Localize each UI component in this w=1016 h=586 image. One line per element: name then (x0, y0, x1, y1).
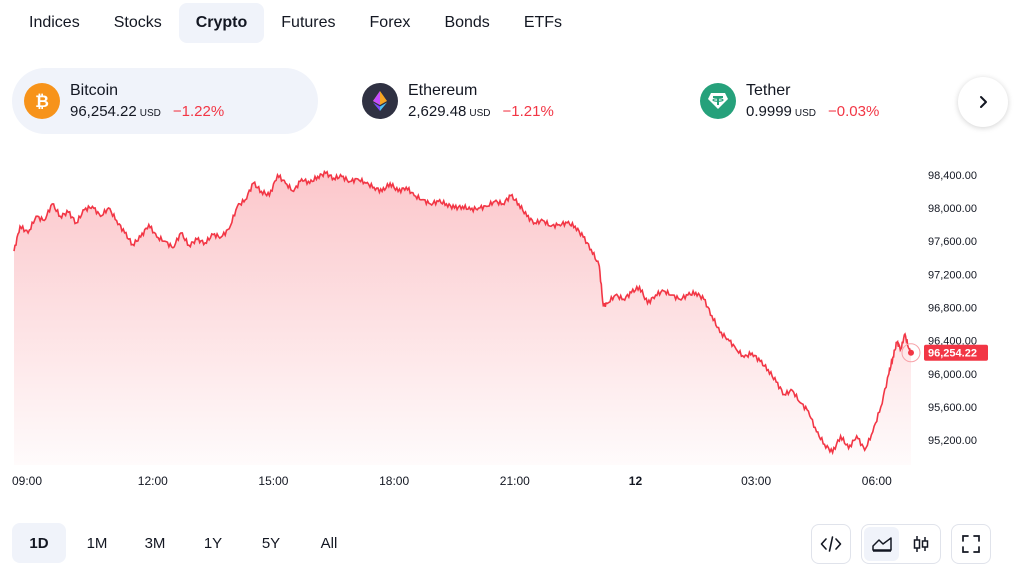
embed-tool-group (811, 524, 851, 564)
range-1y-button[interactable]: 1Y (203, 534, 223, 552)
price-area-fill (14, 171, 911, 465)
ticker-card-ethereum[interactable]: Ethereum 2,629.48 USD −1.21% (350, 68, 656, 134)
price-line (13, 169, 912, 456)
ticker-price: 0.9999 (746, 103, 792, 120)
x-tick-label: 03:00 (741, 474, 771, 488)
ticker-price: 2,629.48 (408, 103, 467, 120)
ticker-currency: USD (139, 108, 161, 119)
ticker-strip: ₿ Bitcoin 96,254.22 USD −1.22% Ethereum … (12, 68, 1016, 134)
y-tick-label: 95,200.00 (928, 435, 977, 447)
fullscreen-button[interactable] (954, 527, 988, 561)
ticker-currency: USD (469, 108, 491, 119)
ticker-name: Bitcoin (70, 82, 119, 99)
y-tick-label: 97,200.00 (928, 269, 977, 281)
ticker-card-tether[interactable]: Tether 0.9999 USD −0.03% (688, 68, 994, 134)
ticker-change: −0.03% (828, 103, 880, 120)
y-tick-label: 98,400.00 (928, 170, 977, 182)
chart-style-group (861, 524, 941, 564)
x-tick-label: 15:00 (258, 474, 288, 488)
bitcoin-icon: ₿ (24, 83, 60, 119)
last-price-label: 96,254.22 (928, 348, 977, 360)
price-chart[interactable]: 98,400.00 98,000.00 97,600.00 97,200.00 96,8… (0, 150, 1016, 500)
x-tick-label: 18:00 (379, 474, 409, 488)
range-1m-button[interactable]: 1M (86, 534, 108, 552)
y-axis: 98,400.00 98,000.00 97,600.00 97,200.00 96,8… (928, 170, 977, 447)
ticker-card-bitcoin[interactable]: ₿ Bitcoin 96,254.22 USD −1.22% (12, 68, 318, 134)
tab-bonds[interactable]: Bonds (444, 14, 490, 31)
tab-forex[interactable]: Forex (369, 14, 411, 31)
candlestick-chart-button[interactable] (903, 527, 938, 561)
tab-indices[interactable]: Indices (29, 14, 80, 31)
tether-icon (700, 83, 736, 119)
x-tick-label: 09:00 (12, 474, 42, 488)
last-price-marker: 96,254.22 (901, 343, 988, 363)
candlestick-icon (913, 536, 928, 552)
area-chart-icon (871, 537, 892, 552)
market-tabs: Indices Stocks Crypto Futures Forex Bond… (12, 3, 579, 43)
y-tick-label: 96,800.00 (928, 303, 977, 315)
last-price-dot (907, 349, 914, 356)
svg-text:₿: ₿ (35, 92, 49, 111)
y-tick-label: 95,600.00 (928, 402, 977, 414)
y-tick-label: 96,400.00 (928, 336, 977, 348)
ticker-change: −1.22% (172, 103, 225, 120)
chevron-right-icon (980, 96, 987, 108)
y-tick-label: 98,000.00 (928, 203, 977, 215)
range-all-button[interactable]: All (320, 534, 338, 552)
x-tick-label: 12 (629, 474, 643, 488)
tab-crypto[interactable]: Crypto (178, 3, 265, 43)
x-tick-label: 06:00 (862, 474, 892, 488)
range-5y-button[interactable]: 5Y (261, 534, 281, 552)
code-icon (820, 536, 842, 552)
last-price-badge (924, 344, 988, 361)
tab-stocks[interactable]: Stocks (113, 14, 162, 31)
last-price-halo (901, 343, 921, 363)
range-1d-button[interactable]: 1D (12, 523, 66, 563)
ticker-currency: USD (794, 108, 817, 119)
fullscreen-icon (962, 535, 980, 553)
embed-button[interactable] (814, 527, 848, 561)
tab-futures[interactable]: Futures (281, 14, 336, 31)
ticker-price: 96,254.22 (70, 103, 137, 120)
fullscreen-tool-group (951, 524, 991, 564)
next-tickers-button[interactable] (958, 77, 1008, 127)
ticker-name: Tether (746, 82, 791, 99)
x-tick-label: 12:00 (138, 474, 168, 488)
tab-etfs[interactable]: ETFs (523, 14, 563, 31)
ticker-name: Ethereum (408, 82, 478, 99)
range-selector: 1D 1M 3M 1Y 5Y All (12, 523, 360, 563)
ticker-change: −1.21% (502, 103, 554, 120)
x-axis: 09:00 12:00 15:00 18:00 21:00 12 03:00 06:00 (12, 474, 892, 488)
y-tick-label: 97,600.00 (928, 236, 977, 248)
x-tick-label: 21:00 (500, 474, 530, 488)
range-3m-button[interactable]: 3M (144, 534, 166, 552)
area-chart-button[interactable] (864, 527, 899, 561)
ethereum-icon (362, 83, 398, 119)
y-tick-label: 96,000.00 (928, 369, 977, 381)
